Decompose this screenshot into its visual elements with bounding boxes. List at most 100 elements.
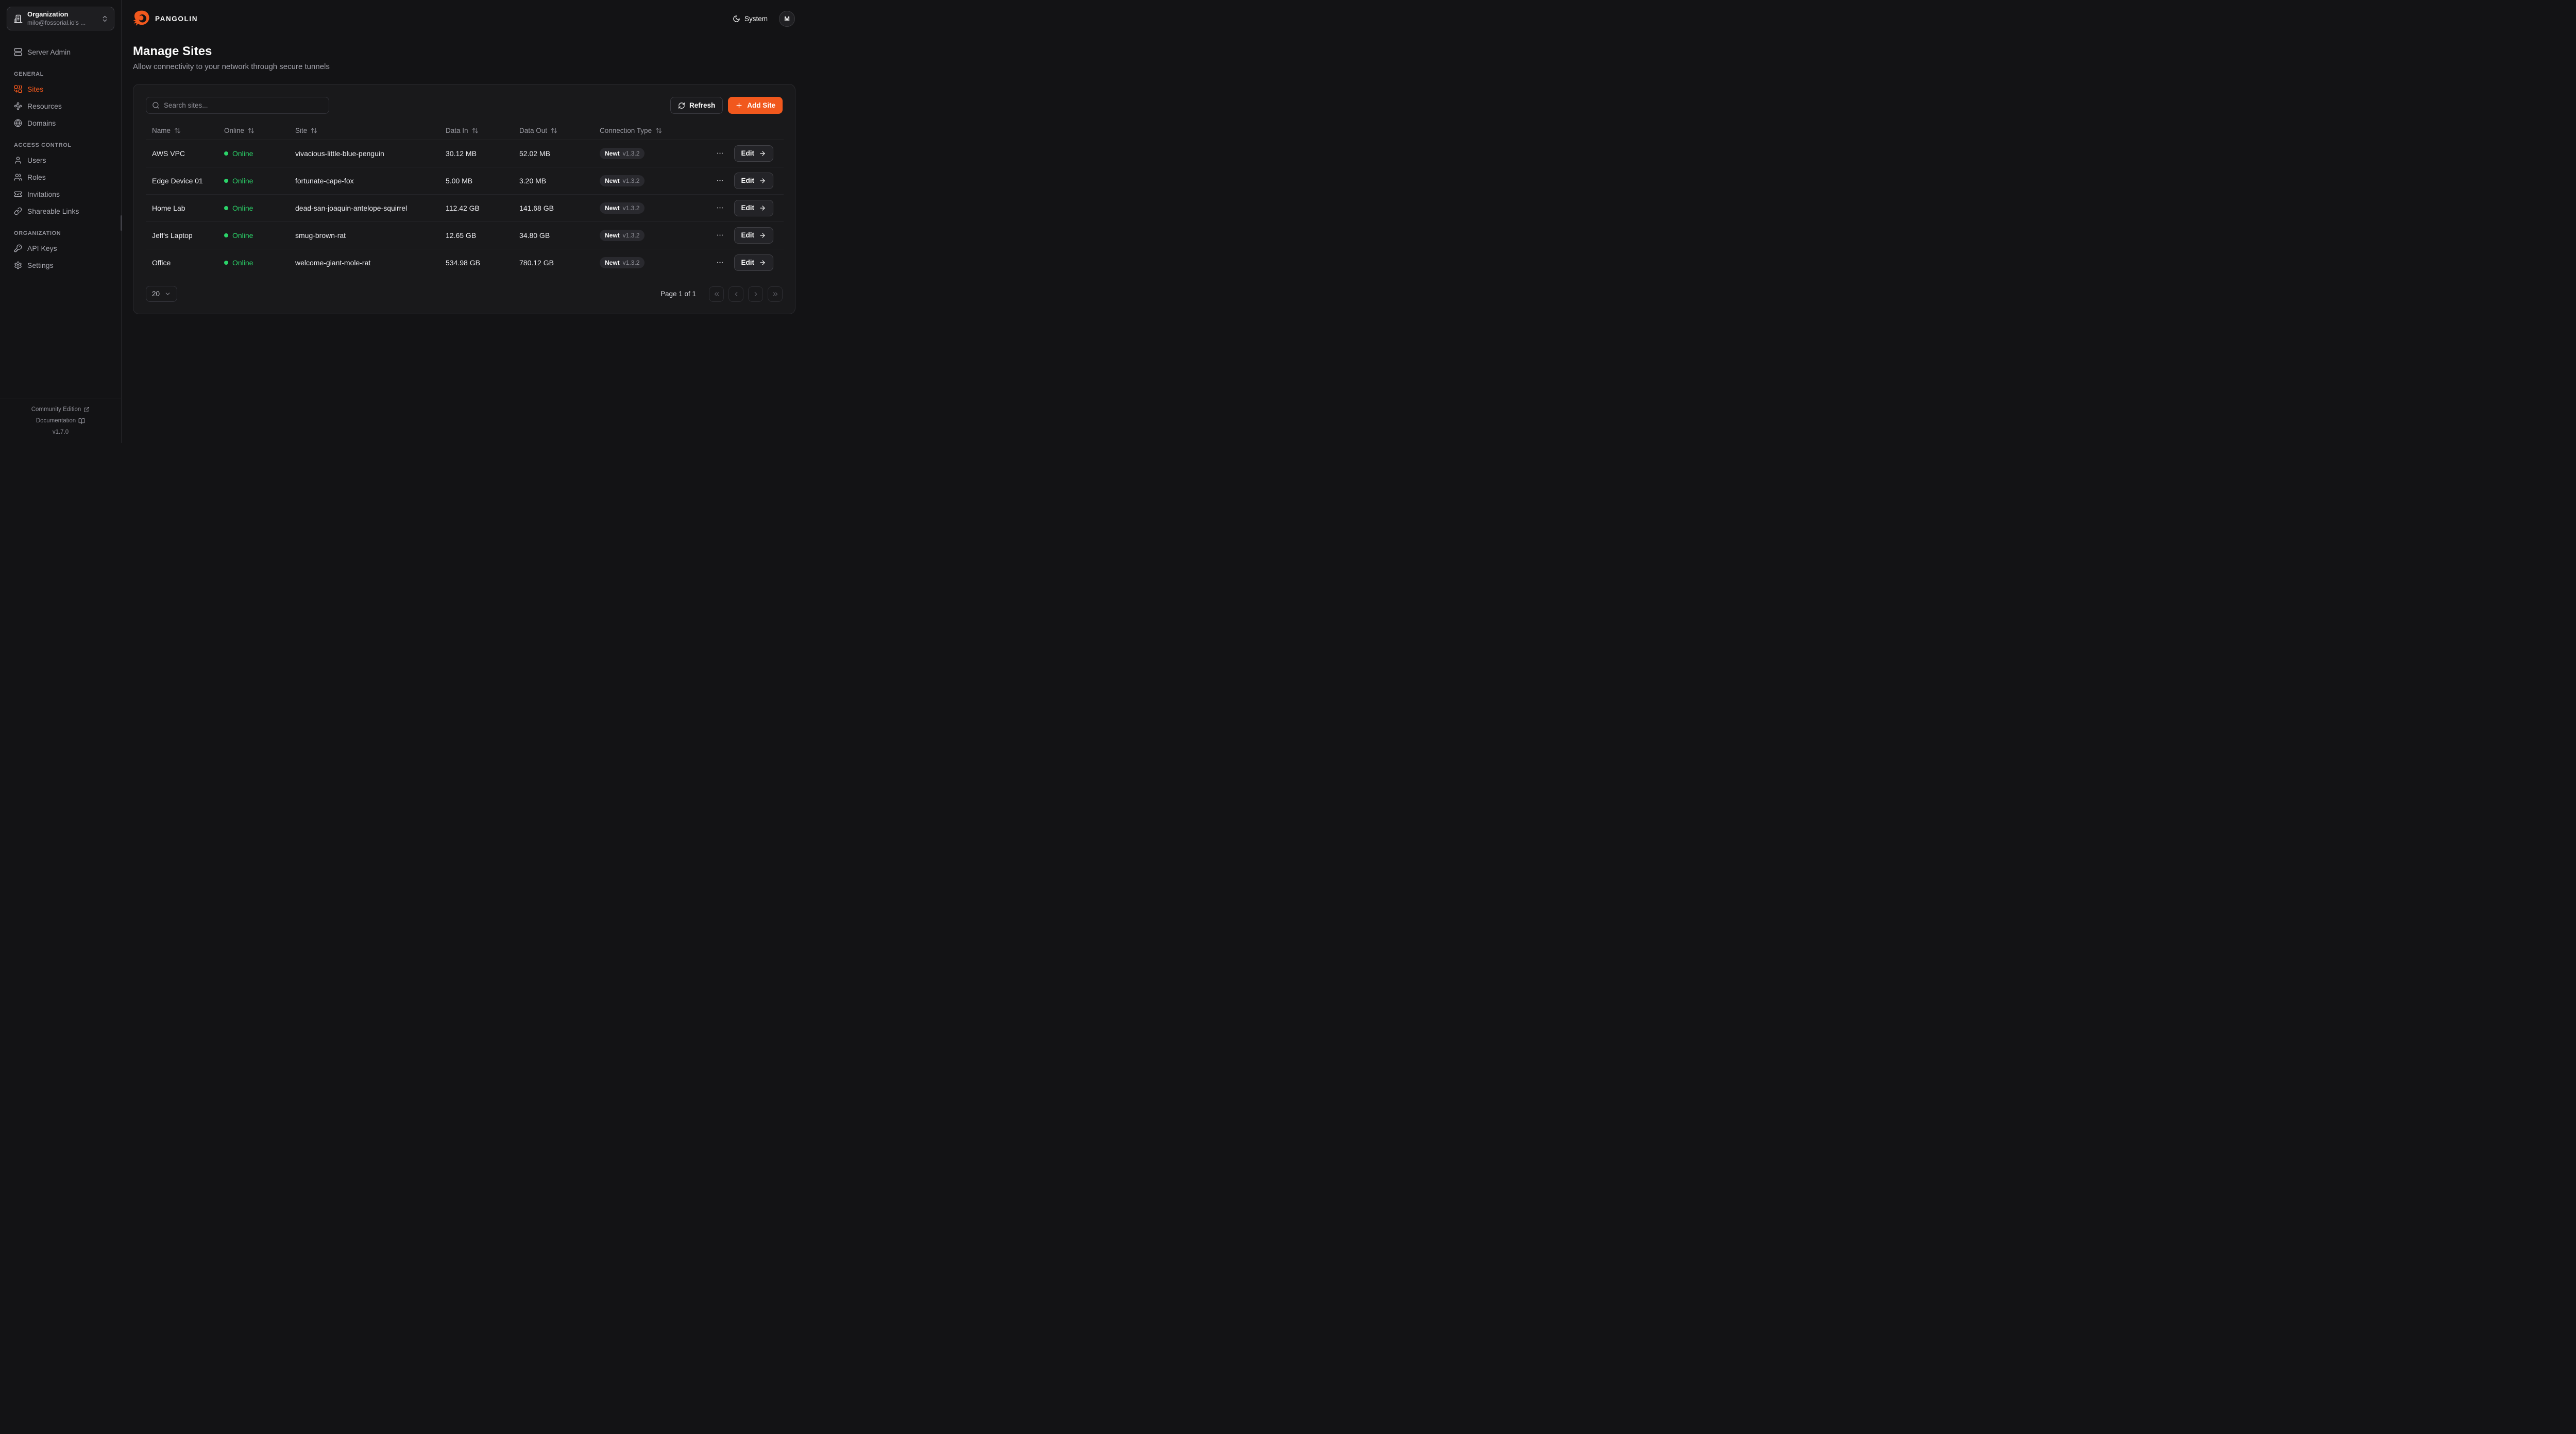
data-in-value: 12.65 GB [446,231,477,240]
external-link-icon [84,407,90,412]
data-in-value: 534.98 GB [446,258,480,267]
documentation-link[interactable]: Documentation [4,415,117,426]
org-selector-subtitle: milo@fossorial.io's ... [27,19,86,26]
combine-icon [14,85,22,93]
sites-table-wrap: Name Online Site Data In Data Out Connec… [146,122,784,276]
edit-site-button[interactable]: Edit [734,199,773,216]
moon-icon [733,15,740,22]
row-actions: Edit [688,254,777,271]
connection-type-badge: Newt v1.3.2 [600,147,645,159]
column-header-data-out[interactable]: Data Out [519,127,587,134]
edit-label: Edit [741,231,755,239]
sidebar-item-domains[interactable]: Domains [7,114,114,131]
online-status: Online [224,149,283,158]
connection-type-name: Newt [605,204,620,212]
data-out-value: 52.02 MB [519,149,550,158]
sidebar-item-api-keys[interactable]: API Keys [7,240,114,257]
sites-table: Name Online Site Data In Data Out Connec… [146,122,784,276]
online-status: Online [224,204,283,212]
row-menu-button[interactable] [714,257,726,268]
data-out-value: 780.12 GB [519,258,554,267]
avatar-initial: M [784,14,790,23]
connection-type-version: v1.3.2 [622,204,640,212]
app-version: v1.7.0 [52,429,69,435]
edit-site-button[interactable]: Edit [734,254,773,271]
community-edition-link[interactable]: Community Edition [4,404,117,415]
edit-label: Edit [741,204,755,212]
edit-site-button[interactable]: Edit [734,172,773,189]
online-status-dot-icon [224,233,228,237]
ellipsis-icon [717,180,723,181]
column-header-data-in[interactable]: Data In [446,127,507,134]
site-slug: vivacious-little-blue-penguin [295,149,384,158]
sidebar-item-resources[interactable]: Resources [7,97,114,114]
sidebar-item-label: Roles [27,173,46,181]
sidebar: Organization milo@fossorial.io's ... Ser… [0,0,122,443]
ellipsis-icon [717,152,723,154]
waypoints-icon [14,102,22,110]
org-selector-texts: Organization milo@fossorial.io's ... [27,10,96,26]
globe-icon [14,119,22,127]
connection-type-name: Newt [605,259,620,266]
row-actions: Edit [688,199,777,216]
column-header-name[interactable]: Name [152,127,212,134]
online-status-label: Online [232,203,253,212]
column-header-connection-type[interactable]: Connection Type [600,127,675,134]
table-header-row: Name Online Site Data In Data Out Connec… [146,122,784,140]
arrow-right-icon [760,232,765,238]
next-page-button[interactable] [748,286,763,302]
connection-type-badge: Newt v1.3.2 [600,175,645,186]
topbar: PANGOLIN System M [122,0,808,37]
sort-icon [175,128,180,133]
row-menu-button[interactable] [714,202,726,214]
online-status-dot-icon [224,151,228,156]
previous-page-button[interactable] [728,286,743,302]
online-status-label: Online [232,149,253,158]
row-menu-button[interactable] [714,147,726,159]
sidebar-item-server-admin[interactable]: Server Admin [7,43,114,60]
first-page-button[interactable] [709,286,724,302]
topbar-right: System M [733,10,795,27]
page-size-select[interactable]: 20 [146,286,178,302]
sidebar-item-sites[interactable]: Sites [7,80,114,97]
edit-site-button[interactable]: Edit [734,227,773,244]
pagination-bar: 20 Page 1 of 1 [133,278,795,314]
sidebar-resize-handle[interactable] [121,215,122,231]
pager: Page 1 of 1 [660,286,783,302]
user-avatar[interactable]: M [779,10,795,27]
theme-toggle-button[interactable]: System [733,15,768,23]
refresh-label: Refresh [689,101,716,109]
sidebar-item-settings[interactable]: Settings [7,257,114,274]
org-selector[interactable]: Organization milo@fossorial.io's ... [7,7,114,30]
table-row[interactable]: Edge Device 01 Online fortunate-cape-fox… [146,167,784,195]
sort-icon [551,128,557,133]
edit-site-button[interactable]: Edit [734,145,773,162]
sidebar-item-invitations[interactable]: Invitations [7,185,114,202]
documentation-label: Documentation [36,418,76,424]
table-row[interactable]: AWS VPC Online vivacious-little-blue-pen… [146,140,784,167]
refresh-button[interactable]: Refresh [670,97,723,114]
chevrons-left-icon [714,292,719,296]
column-header-site[interactable]: Site [295,127,433,134]
ellipsis-icon [717,207,723,209]
table-row[interactable]: Office Online welcome-giant-mole-rat 534… [146,249,784,276]
table-row[interactable]: Home Lab Online dead-san-joaquin-antelop… [146,194,784,222]
last-page-button[interactable] [768,286,783,302]
sidebar-item-roles[interactable]: Roles [7,168,114,185]
sidebar-item-shareable-links[interactable]: Shareable Links [7,202,114,219]
column-header-online[interactable]: Online [224,127,283,134]
row-menu-button[interactable] [714,229,726,241]
sidebar-item-users[interactable]: Users [7,151,114,168]
sidebar-item-label: Invitations [27,190,60,198]
data-in-value: 112.42 GB [446,203,480,212]
site-slug: welcome-giant-mole-rat [295,258,371,267]
online-status: Online [224,177,283,185]
table-row[interactable]: Jeff's Laptop Online smug-brown-rat 12.6… [146,221,784,249]
page-head: Manage Sites Allow connectivity to your … [122,37,808,71]
site-slug: fortunate-cape-fox [295,176,354,185]
add-site-button[interactable]: Add Site [728,97,783,114]
search-icon [152,102,159,109]
row-menu-button[interactable] [714,175,726,186]
data-in-value: 30.12 MB [446,149,477,158]
search-input[interactable] [164,101,323,109]
